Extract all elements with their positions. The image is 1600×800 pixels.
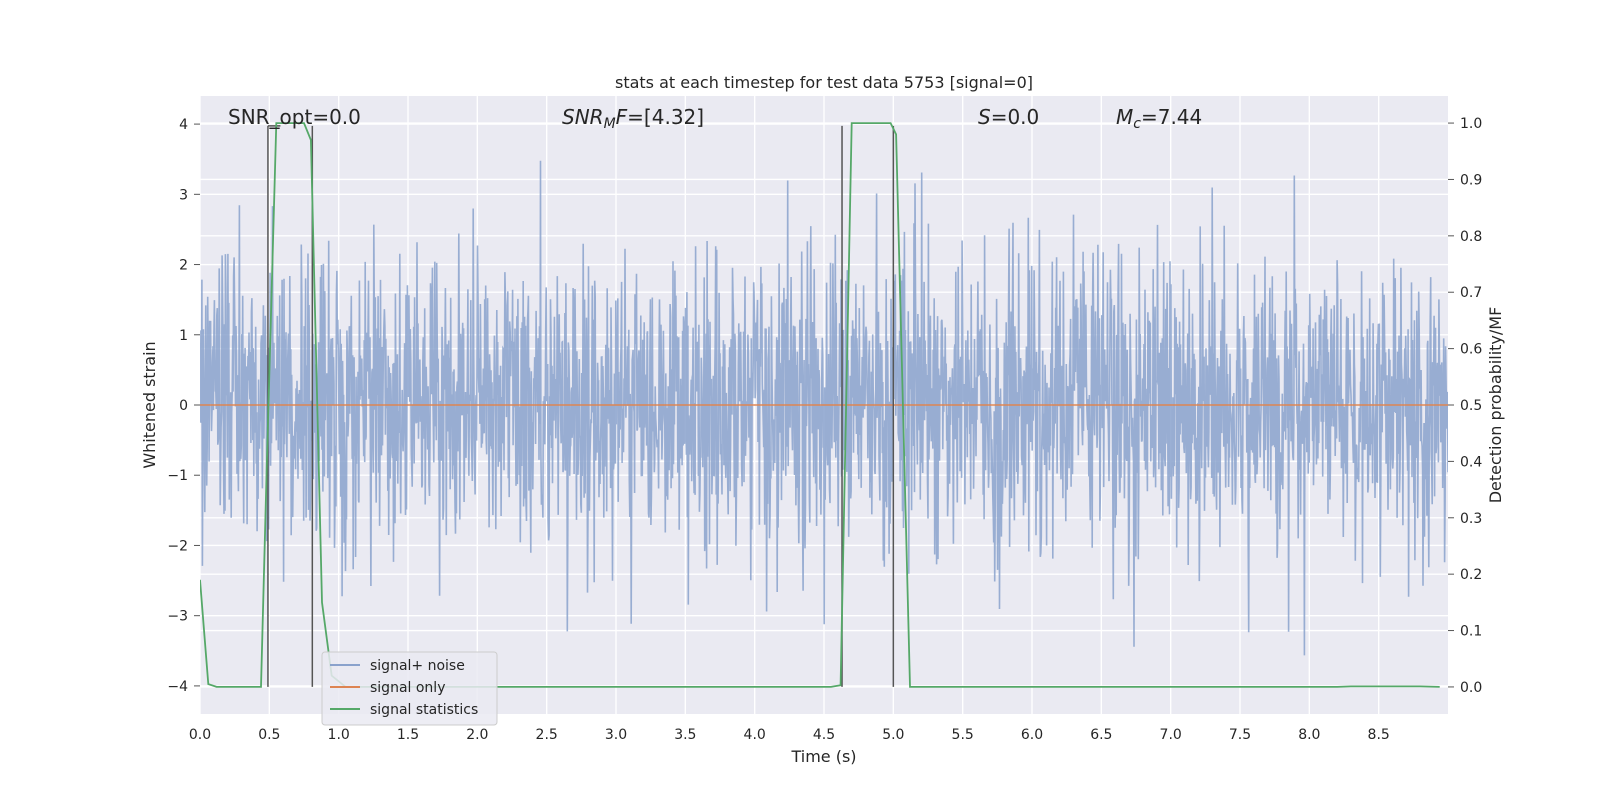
y2-tick-label: 1.0 bbox=[1460, 116, 1482, 132]
mc-annotation: Mc=7.44 bbox=[1116, 105, 1202, 132]
legend-box bbox=[321, 651, 498, 726]
snr-mf-value: =[4.32] bbox=[627, 105, 704, 129]
x-tick-label: 0.5 bbox=[258, 727, 280, 743]
x-tick-label: 6.0 bbox=[1021, 727, 1043, 743]
mc-value: =7.44 bbox=[1141, 105, 1202, 129]
x-tick-label: 4.5 bbox=[813, 727, 835, 743]
mc-base: M bbox=[1116, 105, 1133, 129]
chart-title: stats at each timestep for test data 575… bbox=[615, 73, 1033, 92]
y-tick-label: −2 bbox=[167, 538, 188, 554]
legend-label-signal-only: signal only bbox=[370, 680, 445, 696]
series-signal-noise-line bbox=[200, 160, 1448, 656]
x-tick-label: 3.0 bbox=[605, 727, 627, 743]
legend-label-signal-noise: signal+ noise bbox=[370, 658, 465, 674]
y2-tick-label: 0.5 bbox=[1460, 398, 1482, 414]
s-label: S bbox=[978, 105, 991, 129]
x-tick-label: 3.5 bbox=[674, 727, 696, 743]
snr-opt-annotation: SNR_opt=0.0 bbox=[228, 105, 361, 129]
s-value: =0.0 bbox=[991, 105, 1040, 129]
legend-label-signal-statistics: signal statistics bbox=[370, 702, 478, 718]
y-tick-label: 3 bbox=[179, 187, 188, 203]
x-tick-label: 7.5 bbox=[1229, 727, 1251, 743]
y2-tick-label: 0.4 bbox=[1460, 454, 1482, 470]
y2-tick-label: 0.1 bbox=[1460, 624, 1482, 640]
y-tick-label: −4 bbox=[167, 679, 188, 695]
y2-tick-label: 0.7 bbox=[1460, 285, 1482, 301]
y2-tick-label: 0.2 bbox=[1460, 567, 1482, 583]
y-tick-label: −1 bbox=[167, 468, 188, 484]
x-tick-label: 6.5 bbox=[1090, 727, 1112, 743]
x-tick-label: 1.0 bbox=[328, 727, 350, 743]
x-tick-label: 5.5 bbox=[952, 727, 974, 743]
y2-tick-label: 0.8 bbox=[1460, 229, 1482, 245]
y2-tick-label: 0.0 bbox=[1460, 680, 1482, 696]
y2-tick-label: 0.6 bbox=[1460, 342, 1482, 358]
plot-layer bbox=[200, 122, 1448, 688]
annotations: SNR_opt=0.0 SNRMF=[4.32] S=0.0 Mc=7.44 bbox=[228, 105, 1202, 132]
x-tick-label: 1.5 bbox=[397, 727, 419, 743]
y-tick-label: 1 bbox=[179, 328, 188, 344]
x-tick-label: 4.0 bbox=[744, 727, 766, 743]
ticks: 0.0 0.5 1.0 1.5 2.0 2.5 3.0 3.5 4.0 4.5 5.0 5.5 6.0 6… bbox=[167, 116, 1482, 743]
snr-mf-annotation: SNRMF=[4.32] bbox=[562, 105, 704, 132]
mc-sub: c bbox=[1133, 116, 1141, 132]
y2-tick-label: 0.3 bbox=[1460, 511, 1482, 527]
y2-axis-title: Detection probability/MF bbox=[1486, 307, 1505, 504]
snr-mf-sub: M bbox=[604, 116, 616, 132]
y-tick-label: 2 bbox=[179, 258, 188, 274]
x-axis-title: Time (s) bbox=[790, 747, 856, 766]
snr-mf-base: SNR bbox=[562, 105, 604, 129]
x-tick-label: 8.5 bbox=[1368, 727, 1390, 743]
snr-mf-mid: F bbox=[616, 105, 628, 129]
x-tick-label: 0.0 bbox=[189, 727, 211, 743]
s-annotation: S=0.0 bbox=[978, 105, 1039, 129]
x-tick-label: 5.0 bbox=[882, 727, 904, 743]
y-tick-label: 4 bbox=[179, 117, 188, 133]
x-tick-label: 7.0 bbox=[1160, 727, 1182, 743]
y-axis-title: Whitened strain bbox=[140, 341, 159, 468]
y-tick-label: −3 bbox=[167, 609, 188, 625]
x-tick-label: 2.0 bbox=[466, 727, 488, 743]
x-tick-label: 8.0 bbox=[1298, 727, 1320, 743]
y2-tick-label: 0.9 bbox=[1460, 172, 1482, 188]
x-tick-label: 2.5 bbox=[536, 727, 558, 743]
legend: signal+ noise signal only signal statist… bbox=[321, 651, 498, 726]
y-tick-label: 0 bbox=[179, 398, 188, 414]
